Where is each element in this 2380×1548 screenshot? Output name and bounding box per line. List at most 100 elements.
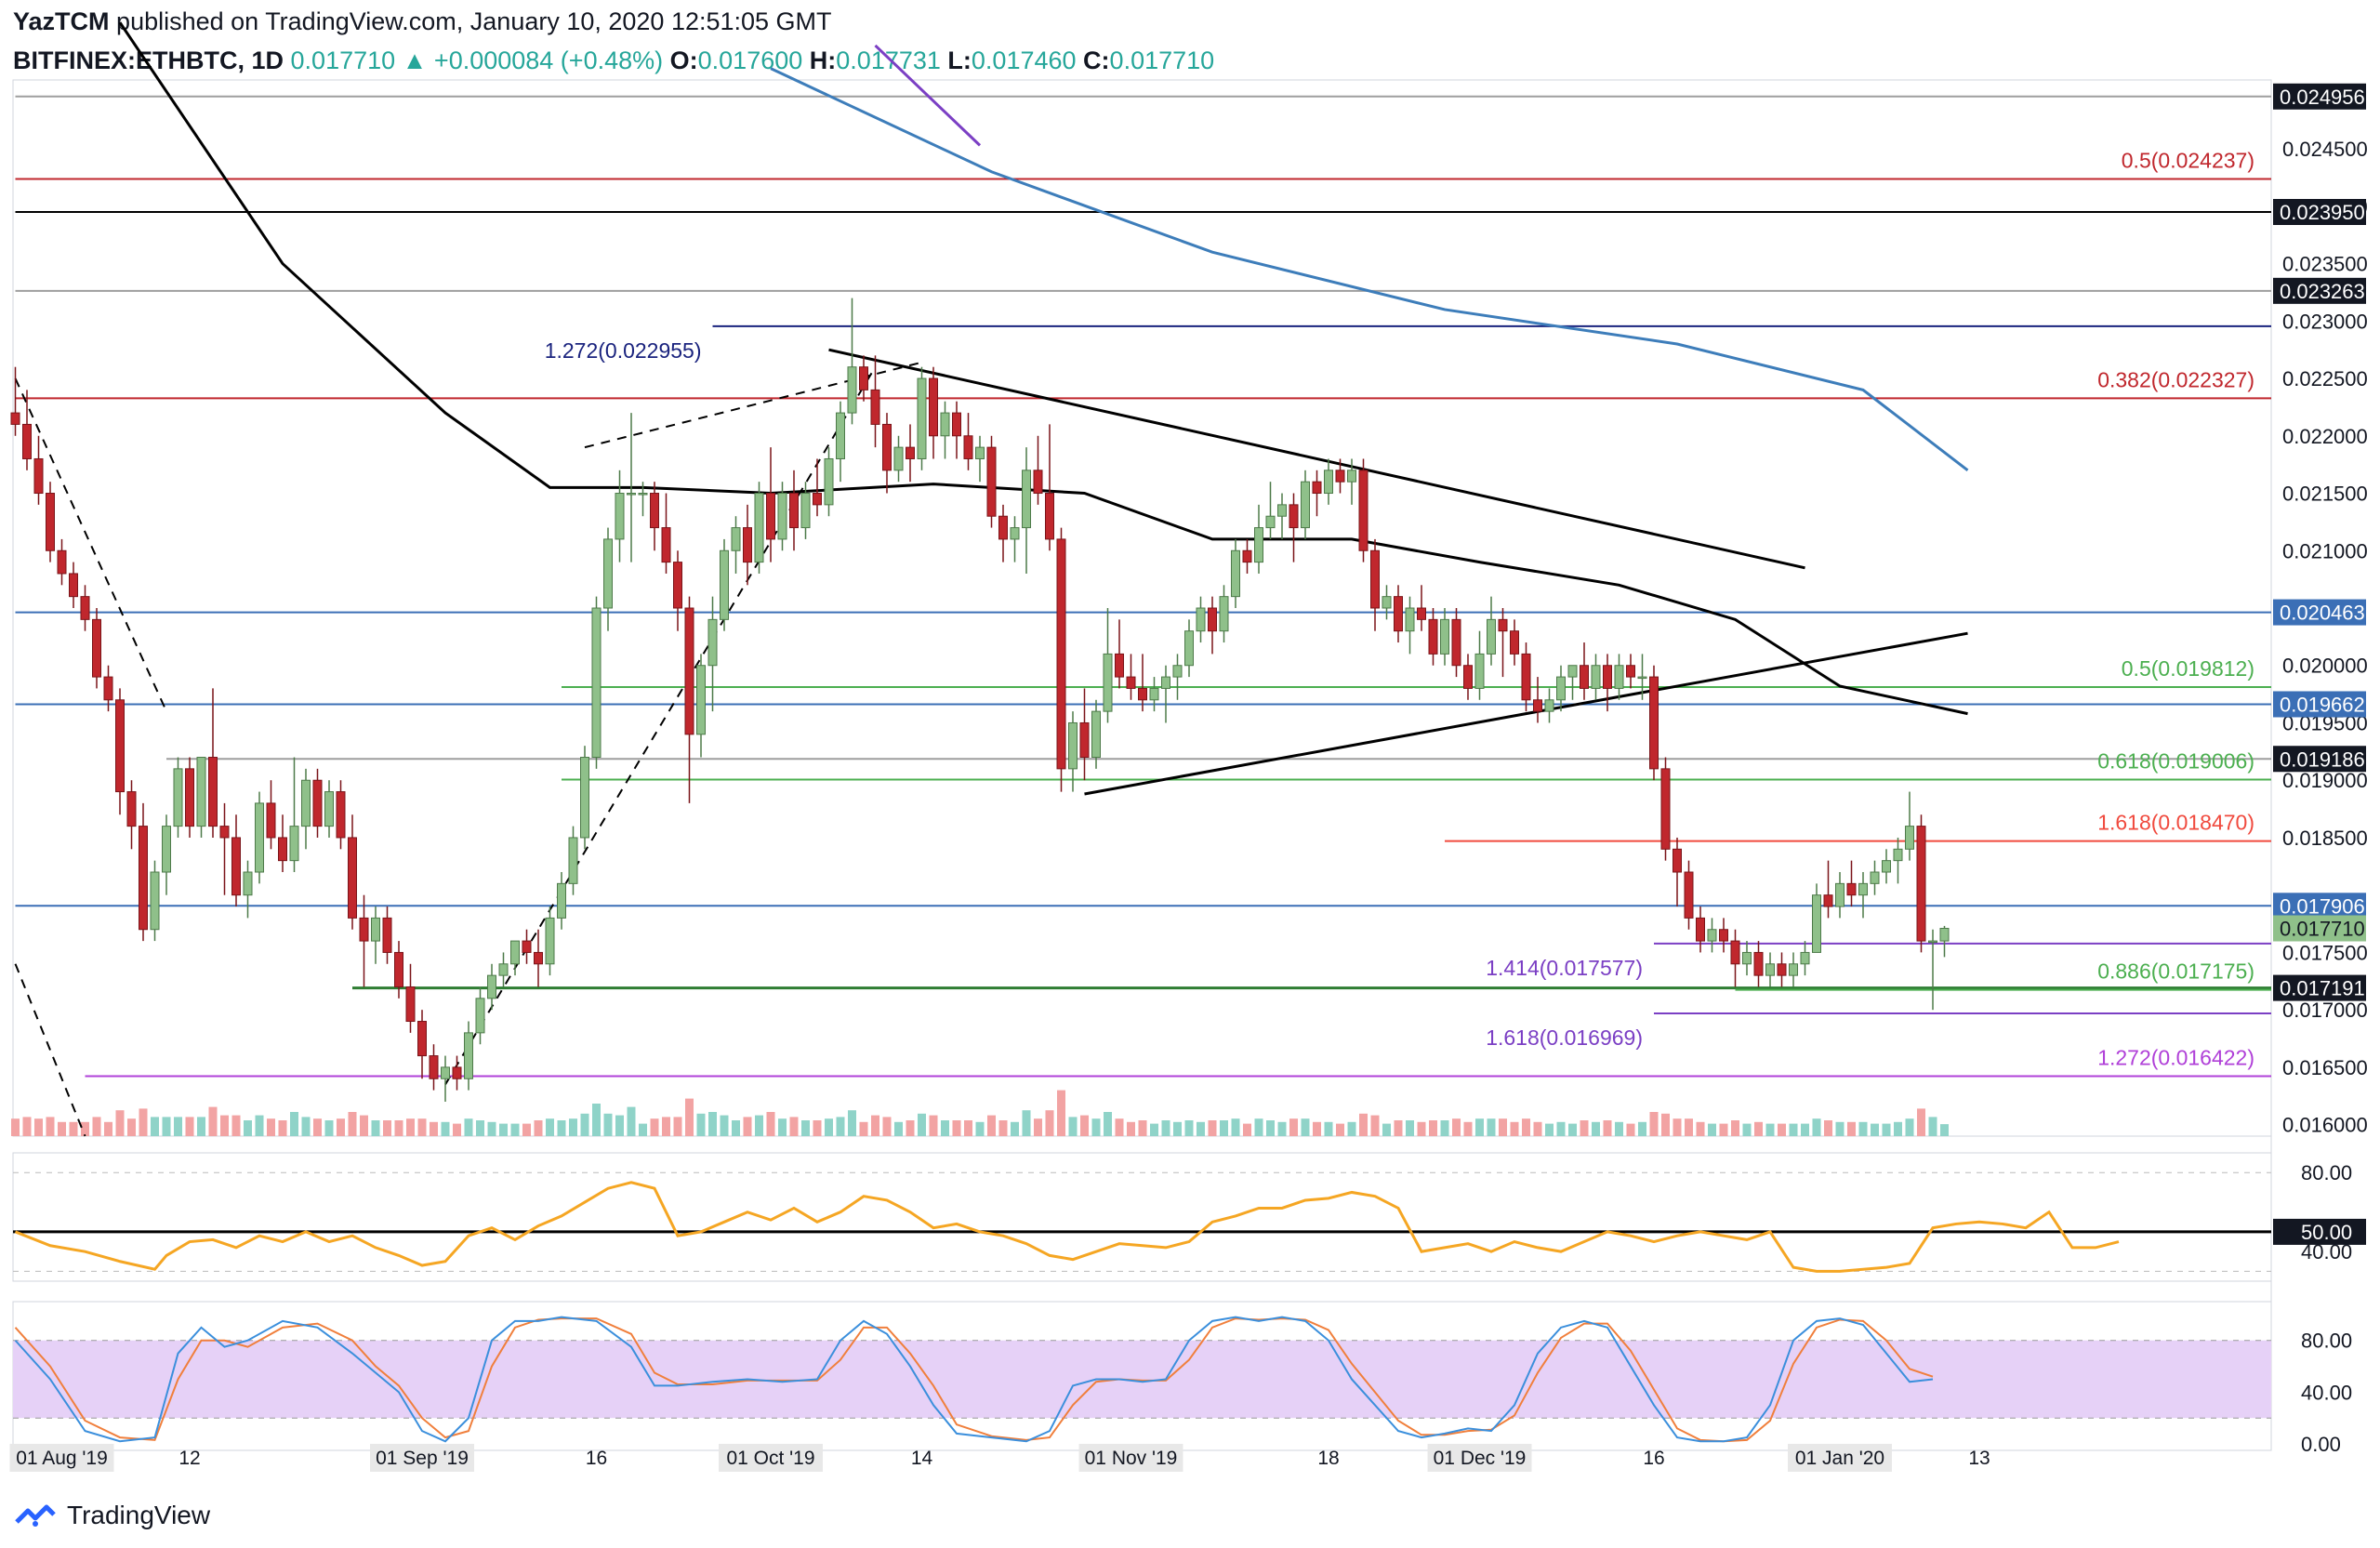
tradingview-brand[interactable]: TradingView xyxy=(67,1501,211,1529)
x-axis-label-bg xyxy=(719,1444,823,1472)
volume-bar xyxy=(104,1121,112,1136)
candle-body xyxy=(231,837,241,896)
candle-body xyxy=(1196,607,1206,632)
publish-line: YazTCM published on TradingView.com, Jan… xyxy=(13,6,2337,37)
volume-bar xyxy=(673,1117,682,1136)
candle-body xyxy=(173,768,183,827)
candle-body xyxy=(940,412,950,437)
volume-bar xyxy=(1940,1124,1949,1136)
volume-bar xyxy=(627,1106,636,1136)
candle-body xyxy=(266,802,276,839)
candle-body xyxy=(289,826,299,862)
candle-body xyxy=(824,457,834,506)
volume-bar xyxy=(546,1118,554,1136)
volume-bar xyxy=(394,1120,403,1136)
candle-body xyxy=(1208,607,1217,632)
candle-body xyxy=(1660,768,1671,850)
candle-body xyxy=(568,837,578,884)
candle-body xyxy=(336,791,346,839)
last-price: 0.017710 xyxy=(290,46,396,74)
candle-body xyxy=(405,986,416,1023)
candle-body xyxy=(638,493,648,496)
moving-averages xyxy=(118,21,1969,716)
volume-bar xyxy=(1649,1112,1659,1136)
candle-body xyxy=(661,527,671,563)
volume-bar xyxy=(1731,1120,1739,1136)
candle-body xyxy=(1149,687,1159,701)
volume-bar xyxy=(929,1115,938,1136)
candle-body xyxy=(312,779,323,827)
candle-body xyxy=(1451,618,1461,667)
candle-body xyxy=(1417,607,1426,620)
price-tag xyxy=(2273,199,2366,225)
volume-bar xyxy=(639,1123,647,1136)
volume-bar xyxy=(685,1098,694,1136)
candle-body xyxy=(1440,618,1449,655)
volume-bar xyxy=(464,1118,473,1136)
candle-body xyxy=(382,917,392,953)
stoch-tick-label: 40.00 xyxy=(2301,1381,2352,1404)
volume-bar xyxy=(11,1118,20,1136)
candle-body xyxy=(1161,676,1170,689)
volume-bar xyxy=(441,1121,450,1136)
volume-bar xyxy=(1778,1123,1786,1136)
volume-bar xyxy=(1289,1118,1298,1136)
candle-body xyxy=(1882,860,1891,873)
candle-body xyxy=(522,940,532,953)
level-label: 0.886(0.017175) xyxy=(2097,959,2254,984)
trendline xyxy=(444,366,877,1085)
volume-bar xyxy=(1127,1121,1135,1136)
symbol-label[interactable]: BITFINEX:ETHBTC, 1D xyxy=(13,46,284,74)
volume-bar xyxy=(337,1118,345,1136)
candle-body xyxy=(1254,527,1263,563)
x-axis-label: 01 Oct '19 xyxy=(726,1448,814,1469)
x-axis-label: 01 Jan '20 xyxy=(1795,1448,1884,1469)
candle-body xyxy=(1370,549,1380,609)
x-axis-label: 01 Nov '19 xyxy=(1085,1448,1178,1469)
open-label: O: xyxy=(669,46,698,74)
candle-body xyxy=(870,389,880,425)
candles xyxy=(10,298,1950,1102)
price-tag-label: 0.023263 xyxy=(2280,280,2365,303)
candle-body xyxy=(1474,653,1485,689)
volume-bar xyxy=(185,1117,194,1136)
price-tick-label: 0.021500 xyxy=(2282,483,2368,506)
candle-body xyxy=(92,618,101,678)
candle-body xyxy=(46,493,55,551)
candle-body xyxy=(301,779,311,827)
x-axis-label: 12 xyxy=(178,1448,200,1469)
volume-bar xyxy=(1871,1123,1879,1136)
volume-bar xyxy=(1429,1120,1437,1136)
candle-body xyxy=(1684,871,1694,919)
candle-body xyxy=(754,493,764,563)
candle-body xyxy=(1394,596,1403,632)
candle-body xyxy=(126,791,137,827)
volume-bar xyxy=(1104,1112,1112,1136)
volume-bar xyxy=(46,1117,55,1136)
tradingview-logo-icon xyxy=(15,1504,56,1527)
volume-bar xyxy=(1824,1120,1832,1136)
candle-body xyxy=(836,412,845,459)
candle-body xyxy=(1823,894,1833,907)
candle-body xyxy=(1510,630,1519,655)
candle-body xyxy=(57,549,67,575)
candle-body xyxy=(1301,481,1310,529)
volume-bar xyxy=(162,1117,171,1136)
chart-canvas[interactable]: 0.5(0.024237) 1.272(0.022955) 0.382(0.0223… xyxy=(0,0,2380,1488)
candle-body xyxy=(185,768,194,827)
candle-body xyxy=(1022,470,1031,529)
volume-bar xyxy=(1533,1121,1542,1136)
volume-bar xyxy=(1266,1120,1275,1136)
candle-body xyxy=(1730,940,1740,965)
volume-bar xyxy=(1452,1118,1461,1136)
volume-bar xyxy=(1231,1118,1240,1136)
volume-bar xyxy=(1661,1113,1670,1136)
volume-bar xyxy=(1359,1113,1368,1136)
volume-bar xyxy=(127,1118,136,1136)
candle-body xyxy=(348,837,357,919)
volume-bar xyxy=(1011,1121,1019,1136)
volume-bar xyxy=(371,1120,380,1136)
author-name[interactable]: YazTCM xyxy=(13,7,110,35)
rsi-pane xyxy=(12,1152,2272,1282)
volume-bar xyxy=(1138,1120,1147,1136)
